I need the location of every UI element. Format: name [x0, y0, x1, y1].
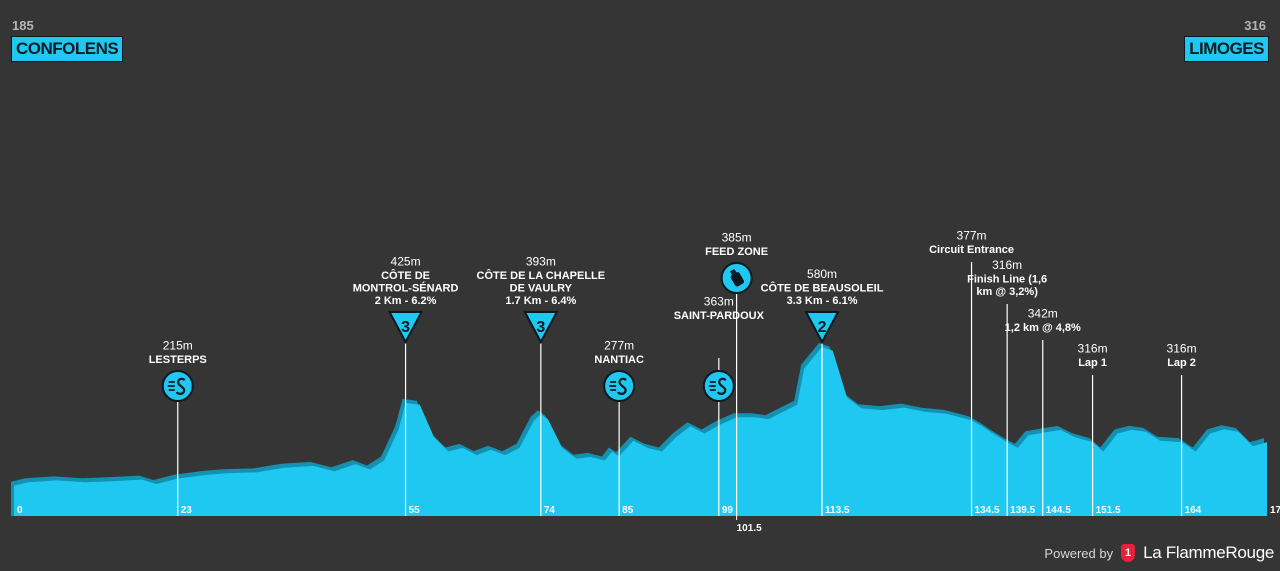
sprint-marker-icon	[702, 370, 735, 402]
climb-marker-icon: 2	[804, 311, 840, 345]
poi-altitude: 316m	[1078, 342, 1108, 356]
poi-altitude: 316m	[1167, 342, 1197, 356]
finish-city-badge: LIMOGES	[1184, 36, 1269, 62]
flamme-rouge-logo-icon: 1	[1121, 544, 1136, 562]
km-label: 99	[722, 505, 734, 516]
km-label: 113.5	[825, 505, 850, 516]
speed-lines	[708, 381, 716, 391]
poi-altitude: 277m	[604, 339, 634, 353]
poi-name: 1.7 Km - 6.4%	[505, 295, 576, 307]
poi-altitude: 316m	[992, 258, 1022, 272]
km-label: 139.5	[1010, 505, 1035, 516]
climb-category: 3	[401, 319, 410, 336]
bottle-cap	[729, 268, 737, 275]
start-elevation: 185	[12, 18, 34, 33]
poi-name: Lap 2	[1167, 357, 1196, 369]
powered-by-text: Powered by	[1044, 545, 1114, 561]
marker-circle	[702, 370, 735, 402]
km-label: 134.5	[975, 505, 1000, 516]
brand-name: La FlammeRouge	[1143, 543, 1274, 562]
climb-category: 2	[818, 319, 827, 336]
speed-lines	[609, 381, 617, 391]
poi-name: DE VAULRY	[510, 283, 573, 295]
sprint-s	[716, 377, 727, 395]
sprint-s	[175, 377, 186, 395]
footer-credit: Powered by 1 La FlammeRouge	[1044, 543, 1274, 563]
km-label: 151.5	[1096, 505, 1121, 516]
km-label: 144.5	[1046, 505, 1071, 516]
poi-name: CÔTE DE	[381, 269, 430, 282]
marker-circle	[603, 370, 636, 402]
poi-name: CÔTE DE LA CHAPELLE	[477, 269, 606, 282]
km-label: 101.5	[737, 523, 762, 534]
poi-name: SAINT-PARDOUX	[674, 310, 765, 322]
km-label: 85	[622, 505, 634, 516]
sprint-marker-icon	[603, 370, 636, 402]
speed-lines	[167, 381, 175, 391]
start-city-badge: CONFOLENS	[11, 36, 124, 62]
poi-name: 3.3 Km - 6.1%	[787, 295, 858, 307]
poi-altitude: 377m	[957, 229, 987, 243]
km-label: 23	[181, 505, 193, 516]
climb-triangle	[804, 311, 840, 345]
poi-name: 2 Km - 6.2%	[375, 295, 437, 307]
feed-zone-bottle-icon	[720, 262, 753, 294]
bottle-body	[730, 272, 745, 287]
profile-area	[14, 347, 1267, 516]
poi-name: FEED ZONE	[705, 246, 768, 258]
sprint-s	[617, 377, 627, 395]
poi-altitude: 580m	[807, 267, 837, 281]
poi-name: 1,2 km @ 4,8%	[1005, 322, 1081, 334]
poi-name: km @ 3,2%)	[976, 286, 1038, 298]
poi-name: CÔTE DE BEAUSOLEIL	[761, 282, 884, 295]
marker-circle	[161, 370, 194, 402]
km-label: 0	[17, 505, 23, 516]
poi-name: MONTROL-SÉNARD	[353, 282, 459, 295]
poi-altitude: 342m	[1028, 307, 1058, 321]
poi-altitude: 363m	[704, 295, 734, 309]
poi-altitude: 393m	[526, 255, 556, 269]
finish-elevation: 316	[1244, 18, 1266, 33]
climb-triangle	[523, 311, 559, 345]
poi-name: NANTIAC	[594, 354, 644, 366]
km-label: 74	[544, 505, 556, 516]
climb-triangle	[387, 311, 424, 345]
poi-name: Lap 1	[1078, 357, 1107, 369]
poi-altitude: 425m	[391, 255, 421, 269]
poi-name: Finish Line (1,6	[967, 274, 1047, 286]
poi-name: LESTERPS	[149, 354, 207, 366]
km-label: 164	[1185, 505, 1202, 516]
km-label: 176	[1270, 505, 1280, 516]
poi-altitude: 385m	[722, 231, 752, 245]
climb-marker-icon: 3	[387, 311, 424, 345]
poi-altitude: 215m	[163, 339, 193, 353]
poi-name: Circuit Entrance	[929, 244, 1014, 256]
sprint-marker-icon	[161, 370, 194, 402]
climb-category: 3	[536, 319, 545, 336]
km-label: 55	[409, 505, 421, 516]
climb-marker-icon: 3	[523, 311, 559, 345]
